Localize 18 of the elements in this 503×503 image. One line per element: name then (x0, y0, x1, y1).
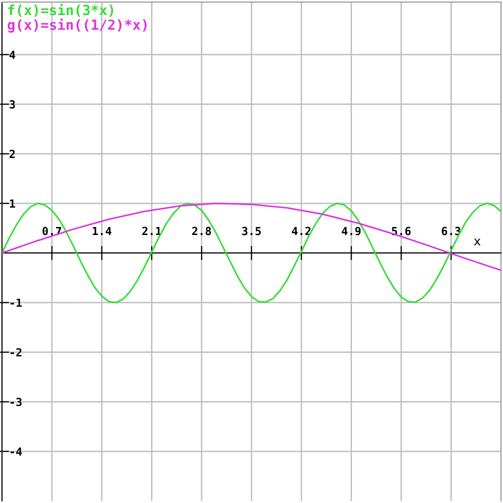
text: g(x)=sin((1/2)*x) (8, 18, 147, 33)
y-tick-label: 1 (10, 200, 16, 208)
x-tick-label: 4.2 (292, 226, 311, 236)
x-tick-label: 3.5 (242, 226, 261, 236)
y-tick-label: -1 (10, 298, 22, 307)
x-tick-label: 2.8 (192, 226, 211, 236)
y-tick-label: -4 (10, 448, 22, 456)
x-axis-title: x (474, 238, 481, 246)
x-tick-label: 4.9 (342, 226, 361, 236)
text: f(x)=sin(3*x) (8, 4, 114, 17)
y-tick-label: 2 (10, 150, 15, 158)
y-tick-label: 4 (10, 50, 16, 59)
x-tick-label: 2.1 (142, 226, 162, 236)
y-tick-label: -3 (10, 398, 22, 406)
x-tick-label: 1.4 (92, 226, 112, 236)
x-tick-label: 0.7 (42, 226, 62, 236)
y-tick-label: 3 (10, 100, 15, 109)
y-tick-label: -2 (10, 348, 22, 356)
